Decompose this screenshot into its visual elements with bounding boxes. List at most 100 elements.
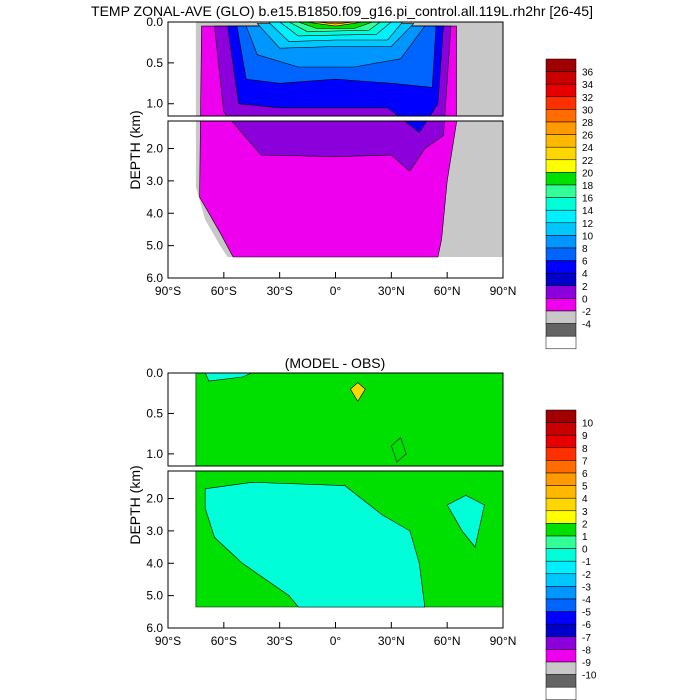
y-tick-label: 0.0 bbox=[146, 366, 163, 380]
colorbar-swatch bbox=[545, 409, 577, 423]
colorbar-swatch bbox=[545, 573, 577, 587]
y-tick-label: 3.0 bbox=[146, 174, 163, 188]
colorbar-swatch bbox=[545, 472, 577, 486]
arctic-negative-patch bbox=[446, 494, 485, 548]
colorbar-label: 4 bbox=[582, 269, 588, 280]
colorbar-swatch bbox=[545, 623, 577, 638]
colorbar-label: 10 bbox=[582, 231, 594, 242]
x-tick-label: 60°S bbox=[211, 634, 237, 648]
y-tick-label: 4.0 bbox=[146, 556, 163, 570]
colorbar-label: -1 bbox=[582, 557, 591, 568]
colorbar-swatch bbox=[545, 172, 577, 186]
x-tick-label: 60°N bbox=[434, 634, 461, 648]
x-tick-label: 60°N bbox=[434, 284, 461, 298]
positive-anomaly-patch bbox=[350, 382, 366, 402]
colorbar-label: 9 bbox=[582, 431, 588, 442]
x-tick-label: 0° bbox=[330, 634, 342, 648]
field-layer bbox=[195, 373, 503, 608]
x-tick-label: 90°N bbox=[490, 284, 517, 298]
colorbar-swatch bbox=[545, 121, 577, 135]
upper-axes-box bbox=[167, 372, 504, 467]
difference-panel: (MODEL - OBS) 90°S 60°S 30°S 0° 30°N 60°N 90°N… bbox=[127, 355, 597, 700]
y-tick-label: 0.0 bbox=[146, 15, 163, 29]
colorbar-label: 32 bbox=[582, 93, 594, 104]
colorbar-swatch bbox=[545, 83, 577, 98]
colorbar-swatch bbox=[545, 58, 577, 72]
colorbar-swatch bbox=[545, 96, 577, 110]
colorbar-label: 0 bbox=[582, 294, 588, 305]
colorbar-swatch bbox=[545, 335, 577, 350]
colorbar-label: 6 bbox=[582, 469, 588, 480]
colorbar-label: -4 bbox=[582, 595, 591, 606]
colorbar-swatch bbox=[545, 260, 577, 274]
colorbar-swatch bbox=[545, 209, 577, 224]
colorbar-swatch bbox=[545, 298, 577, 312]
colorbar-label: 28 bbox=[582, 118, 594, 129]
x-tick-label: 90°N bbox=[490, 634, 517, 648]
colorbar-label: -2 bbox=[582, 307, 591, 318]
colorbar-label: 6 bbox=[582, 257, 588, 268]
colorbar-swatch bbox=[545, 285, 577, 299]
colorbar-swatch bbox=[545, 548, 577, 562]
colorbar-label: 8 bbox=[582, 444, 588, 455]
field-layer bbox=[195, 22, 503, 258]
y-tick-label: 1.0 bbox=[146, 97, 163, 111]
y-tick-label: 0.5 bbox=[146, 406, 163, 420]
colorbar-swatch bbox=[545, 222, 577, 236]
colorbar-swatch bbox=[545, 247, 577, 261]
colorbar-swatch bbox=[545, 272, 577, 287]
colorbar-swatch bbox=[545, 661, 577, 675]
colorbar-label: -4 bbox=[582, 320, 591, 331]
colorbar-label: 34 bbox=[582, 80, 594, 91]
colorbar-label: 2 bbox=[582, 519, 588, 530]
colorbar-swatch bbox=[545, 510, 577, 524]
y-tick-label: 0.5 bbox=[146, 56, 163, 70]
y-tick-label: 5.0 bbox=[146, 239, 163, 253]
colorbar-swatch bbox=[545, 310, 577, 324]
colorbar-swatch bbox=[545, 560, 577, 575]
x-tick-label: 30°S bbox=[267, 634, 293, 648]
y-tick-label: 2.0 bbox=[146, 142, 163, 156]
colorbar-swatch bbox=[545, 134, 577, 148]
colorbar-swatch bbox=[545, 422, 577, 436]
colorbar-label: 26 bbox=[582, 131, 594, 142]
y-tick-label: 5.0 bbox=[146, 589, 163, 603]
colorbar-label: 30 bbox=[582, 105, 594, 116]
colorbar-swatch bbox=[545, 197, 577, 211]
negative-anomaly-region bbox=[204, 481, 426, 608]
colorbar-label: -6 bbox=[582, 620, 591, 631]
panel1-y-axis-label: DEPTH (km) bbox=[127, 110, 143, 189]
colorbar-swatch bbox=[545, 598, 577, 612]
colorbar-label: -5 bbox=[582, 608, 591, 619]
colorbar-label: 1 bbox=[582, 532, 588, 543]
colorbar-swatch bbox=[545, 146, 577, 161]
colorbar-label: -8 bbox=[582, 645, 591, 656]
colorbar-label: -7 bbox=[582, 633, 591, 644]
colorbar-label: 4 bbox=[582, 494, 588, 505]
x-tick-label: 90°S bbox=[155, 634, 181, 648]
surface-negative-patch bbox=[204, 373, 252, 382]
x-tick-label: 30°S bbox=[267, 284, 293, 298]
x-tick-label: 90°S bbox=[155, 284, 181, 298]
colorbar-swatch bbox=[545, 674, 577, 688]
colorbar-label: 5 bbox=[582, 482, 588, 493]
colorbar-label: -10 bbox=[582, 671, 597, 682]
colorbar-label: 18 bbox=[582, 181, 594, 192]
colorbar-label: -2 bbox=[582, 570, 591, 581]
x-tick-label: 30°N bbox=[378, 634, 405, 648]
y-tick-label: 3.0 bbox=[146, 524, 163, 538]
colorbar-label: 12 bbox=[582, 219, 594, 230]
difference-field bbox=[195, 373, 503, 608]
colorbar-swatch bbox=[545, 447, 577, 461]
colorbar-swatch bbox=[545, 611, 577, 625]
colorbar-swatch bbox=[545, 323, 577, 337]
temperature-panel: TEMP ZONAL-AVE (GLO) b.e15.B1850.f09_g16… bbox=[91, 3, 594, 350]
colorbar-swatch bbox=[545, 523, 577, 537]
colorbar-swatch bbox=[545, 159, 577, 173]
colorbar-label: 20 bbox=[582, 168, 594, 179]
colorbar-label: -9 bbox=[582, 658, 591, 669]
colorbar-swatch bbox=[545, 71, 577, 85]
positive-anomaly-patch-2 bbox=[390, 437, 407, 463]
